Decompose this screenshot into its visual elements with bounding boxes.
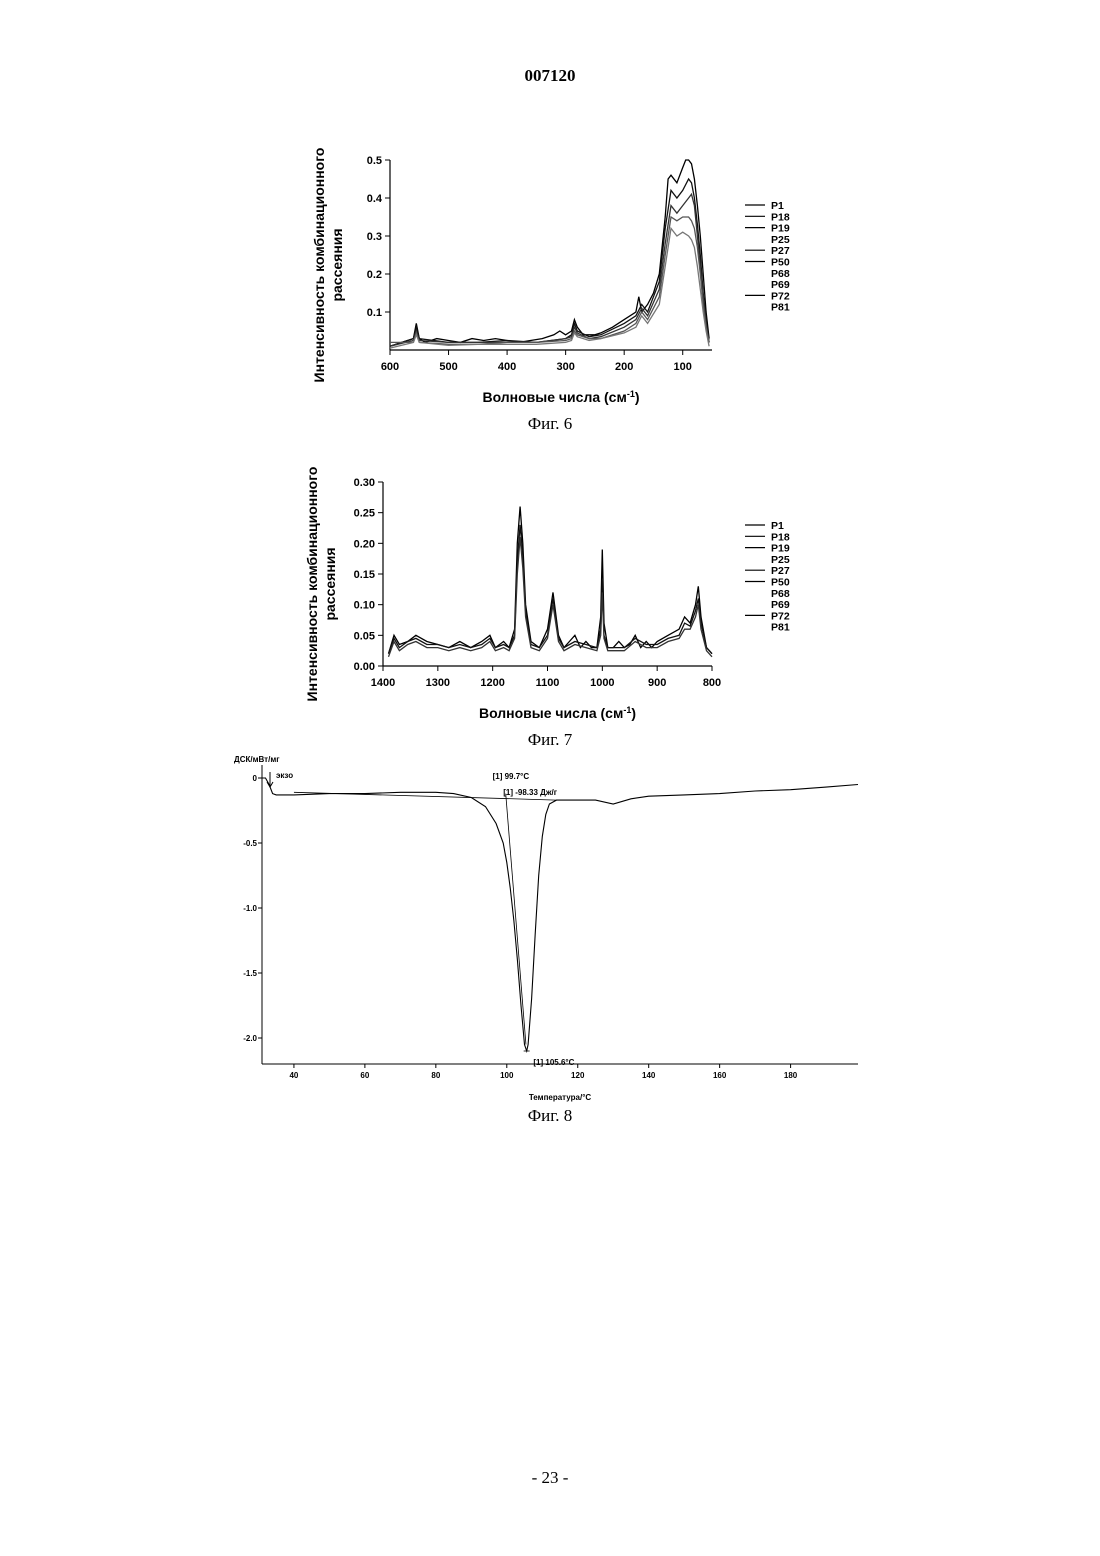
fig6-series-line xyxy=(390,194,709,346)
fig8-y-tick-label: 0 xyxy=(253,774,258,783)
fig8-dsc-curve xyxy=(262,778,858,1051)
fig7-legend-label: P69 xyxy=(771,599,790,611)
fig6-series-line xyxy=(390,160,709,346)
fig7-legend-label: P50 xyxy=(771,577,790,589)
fig8-caption: Фиг. 8 xyxy=(0,1106,1100,1126)
fig6-caption: Фиг. 6 xyxy=(0,414,1100,434)
fig7-legend-label: P25 xyxy=(771,554,790,566)
fig7-legend-label: P27 xyxy=(771,565,790,577)
fig6-legend-label: P69 xyxy=(771,279,790,291)
fig7-x-tick-label: 800 xyxy=(703,677,721,689)
fig6-x-tick-label: 200 xyxy=(615,361,633,373)
fig8-exo-label: экзо xyxy=(276,771,293,780)
fig6-x-tick-label: 100 xyxy=(674,361,692,373)
fig6-legend-label: P72 xyxy=(771,290,790,302)
fig6-legend-label: P25 xyxy=(771,234,790,246)
fig6-y-axis-label-2: рассеяния xyxy=(329,228,345,301)
fig8-x-tick-label: 180 xyxy=(784,1071,798,1080)
fig7-y-tick-label: 0.25 xyxy=(354,508,375,520)
fig6-legend-label: P50 xyxy=(771,257,790,269)
fig8-x-tick-label: 120 xyxy=(571,1071,585,1080)
fig6-legend-label: P68 xyxy=(771,268,790,280)
fig6-x-tick-label: 300 xyxy=(556,361,574,373)
fig6-y-tick-label: 0.1 xyxy=(367,307,382,319)
fig7-legend-label: P72 xyxy=(771,610,790,622)
fig6-legend-label: P27 xyxy=(771,245,790,257)
fig6-y-tick-label: 0.3 xyxy=(367,231,382,243)
fig8-x-axis-label: Температура/°С xyxy=(529,1093,592,1102)
fig6-y-tick-label: 0.2 xyxy=(367,269,382,281)
fig7-legend-label: P68 xyxy=(771,588,790,600)
fig8-onset-label: [1] 99.7°C xyxy=(493,772,530,781)
fig7-y-tick-label: 0.00 xyxy=(354,661,375,673)
fig7-y-tick-label: 0.20 xyxy=(354,538,375,550)
fig7-y-tick-label: 0.10 xyxy=(354,600,375,612)
fig7-legend-label: P1 xyxy=(771,520,784,532)
fig7-legend-label: P19 xyxy=(771,543,790,555)
fig7-series-line xyxy=(389,507,713,654)
fig7-y-tick-label: 0.30 xyxy=(354,477,375,489)
fig8-x-tick-label: 40 xyxy=(289,1071,298,1080)
fig6-x-tick-label: 600 xyxy=(381,361,399,373)
fig6-x-tick-label: 500 xyxy=(439,361,457,373)
fig6-legend-label: P19 xyxy=(771,223,790,235)
fig6-series-line xyxy=(390,179,709,346)
fig6-series-line xyxy=(390,228,709,348)
fig7-series-line xyxy=(389,537,713,657)
fig7-y-axis-label-1: Интенсивность комбинационного xyxy=(304,467,320,702)
fig8-x-tick-label: 100 xyxy=(500,1071,514,1080)
fig7-caption: Фиг. 7 xyxy=(0,730,1100,750)
fig7-x-axis-label: Волновые числа (см-1) xyxy=(479,705,636,721)
fig8-onset-tangent xyxy=(506,794,526,1045)
fig8-y-tick-label: -1.5 xyxy=(243,969,257,978)
fig6-y-tick-label: 0.4 xyxy=(367,193,383,205)
fig6-legend-label: P18 xyxy=(771,211,790,223)
page-number: - 23 - xyxy=(0,1468,1100,1488)
fig8-y-tick-label: -0.5 xyxy=(243,839,257,848)
fig6-y-tick-label: 0.5 xyxy=(367,155,382,167)
fig8-peak-label: [1] 105.6°C xyxy=(533,1058,574,1067)
fig6-y-axis-label-1: Интенсивность комбинационного xyxy=(311,148,327,383)
fig6-legend-label: P1 xyxy=(771,200,784,212)
fig7-x-tick-label: 1300 xyxy=(426,677,450,689)
fig7-y-tick-label: 0.15 xyxy=(354,569,375,581)
fig7-y-tick-label: 0.05 xyxy=(354,630,375,642)
fig8-x-tick-label: 160 xyxy=(713,1071,727,1080)
fig8-x-tick-label: 140 xyxy=(642,1071,656,1080)
fig8-y-tick-label: -1.0 xyxy=(243,904,257,913)
fig8-x-tick-label: 60 xyxy=(360,1071,369,1080)
fig7-y-axis-label-2: рассеяния xyxy=(322,547,338,620)
fig7-x-tick-label: 1100 xyxy=(536,677,560,689)
fig7-legend-label: P18 xyxy=(771,531,790,543)
fig6-x-tick-label: 400 xyxy=(498,361,516,373)
fig8-enthalpy-label: [1] -98.33 Дж/г xyxy=(503,788,558,797)
fig8-y-axis-label: ДСК/мВт/мг xyxy=(234,755,280,764)
fig6-legend-label: P81 xyxy=(771,302,790,314)
fig6-x-axis-label: Волновые числа (см-1) xyxy=(482,389,639,405)
fig7-series-line xyxy=(389,525,713,654)
fig7-x-tick-label: 900 xyxy=(648,677,666,689)
fig8-y-tick-label: -2.0 xyxy=(243,1034,257,1043)
fig7-x-tick-label: 1000 xyxy=(590,677,614,689)
fig7-legend-label: P81 xyxy=(771,622,790,634)
fig7-x-tick-label: 1400 xyxy=(371,677,395,689)
fig6-series-line xyxy=(390,217,709,344)
fig7-x-tick-label: 1200 xyxy=(480,677,504,689)
fig8-x-tick-label: 80 xyxy=(431,1071,440,1080)
